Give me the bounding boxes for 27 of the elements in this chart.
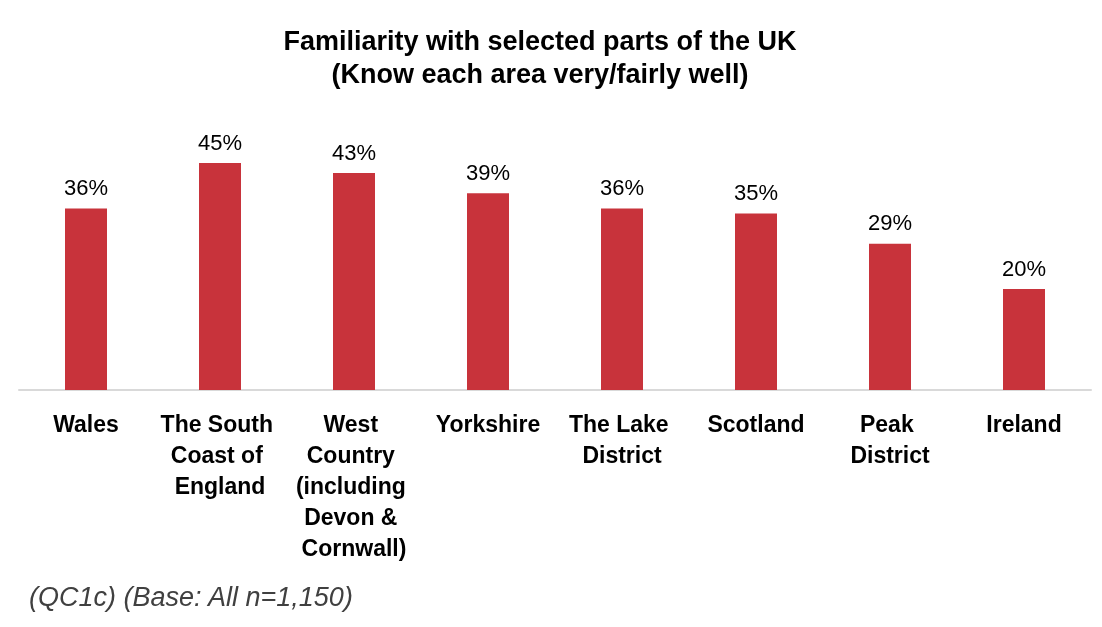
x-tick-label: Wales <box>53 410 119 437</box>
x-tick-label: The Lake District <box>568 410 676 468</box>
x-tick-label: West Country (including Devon & Cornwall) <box>295 410 413 561</box>
bar <box>735 213 777 390</box>
x-tick-label: The South Coast of England <box>160 410 280 499</box>
data-label: 45% <box>197 129 243 155</box>
data-label: 43% <box>331 139 377 165</box>
data-label: 36% <box>599 174 645 200</box>
x-tick-label: Peak District <box>850 410 930 468</box>
bar <box>467 193 509 390</box>
x-tick-label: Ireland <box>986 410 1062 437</box>
data-label: 20% <box>1001 255 1047 281</box>
data-label: 35% <box>733 179 779 205</box>
bar <box>601 208 643 390</box>
text: (QC1c) (Base: All n=1,150) <box>29 581 353 612</box>
bar <box>1003 289 1045 390</box>
x-tick-label: Yorkshire <box>435 410 541 437</box>
x-tick-label: Scotland <box>707 410 805 437</box>
data-label: 29% <box>867 210 913 236</box>
data-label: 36% <box>63 174 109 200</box>
bar <box>65 208 107 390</box>
chart-title: Familiarity with selected parts of the UK <box>283 25 798 56</box>
bar <box>333 173 375 390</box>
bar <box>869 243 911 390</box>
bar <box>199 163 241 390</box>
data-label: 39% <box>465 159 511 185</box>
chart-subtitle: (Know each area very/fairly well) <box>331 58 749 89</box>
